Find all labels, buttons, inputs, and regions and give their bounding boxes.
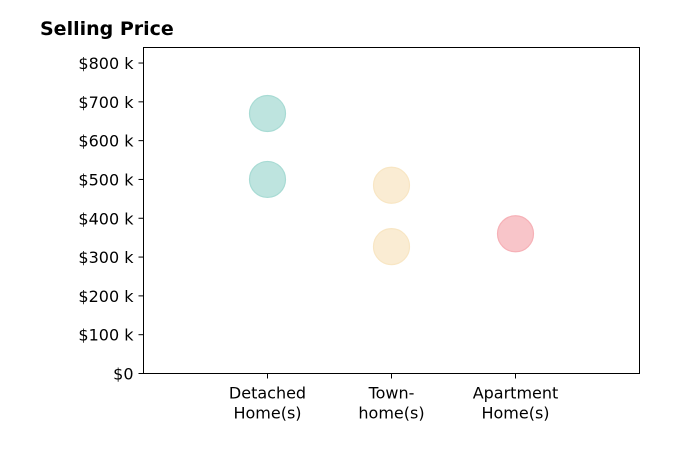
x-tick-label-line: Home(s) [233, 404, 301, 423]
x-tick-label-line: Home(s) [481, 404, 549, 423]
y-tick-label: $200 k [78, 287, 134, 306]
x-tick-label: Detached Home(s) [229, 384, 306, 423]
x-axis: Detached Home(s)Town-home(s)Apartment Home… [229, 373, 559, 423]
y-tick-label: $500 k [78, 170, 134, 189]
data-point [248, 160, 287, 199]
data-point [248, 94, 287, 133]
data-point [372, 166, 411, 204]
y-axis: $0 $100 k $200 k $300 k $400 k $500 k $600 k $7… [78, 54, 144, 384]
x-tick-label: Town-home(s) [358, 384, 424, 423]
x-tick-label-line: Apartment [473, 384, 559, 403]
x-tick-label-line: Detached [229, 384, 306, 403]
y-tick-label: $400 k [78, 209, 134, 228]
y-tick-label: $0 [113, 365, 133, 384]
chart-title: Selling Price [40, 18, 174, 40]
plot-area-frame [143, 47, 640, 374]
data-points [248, 94, 535, 266]
data-point [372, 227, 411, 266]
y-tick-label: $300 k [78, 248, 134, 267]
y-tick-label: $700 k [78, 93, 134, 112]
x-tick-label-line: home(s) [358, 404, 424, 423]
x-tick-label: Apartment Home(s) [473, 384, 559, 423]
y-tick-label: $800 k [78, 54, 134, 73]
y-tick-label: $100 k [78, 326, 134, 345]
x-tick-label-line: Town- [368, 384, 415, 403]
y-tick-label: $600 k [78, 132, 134, 151]
data-point [496, 215, 535, 253]
